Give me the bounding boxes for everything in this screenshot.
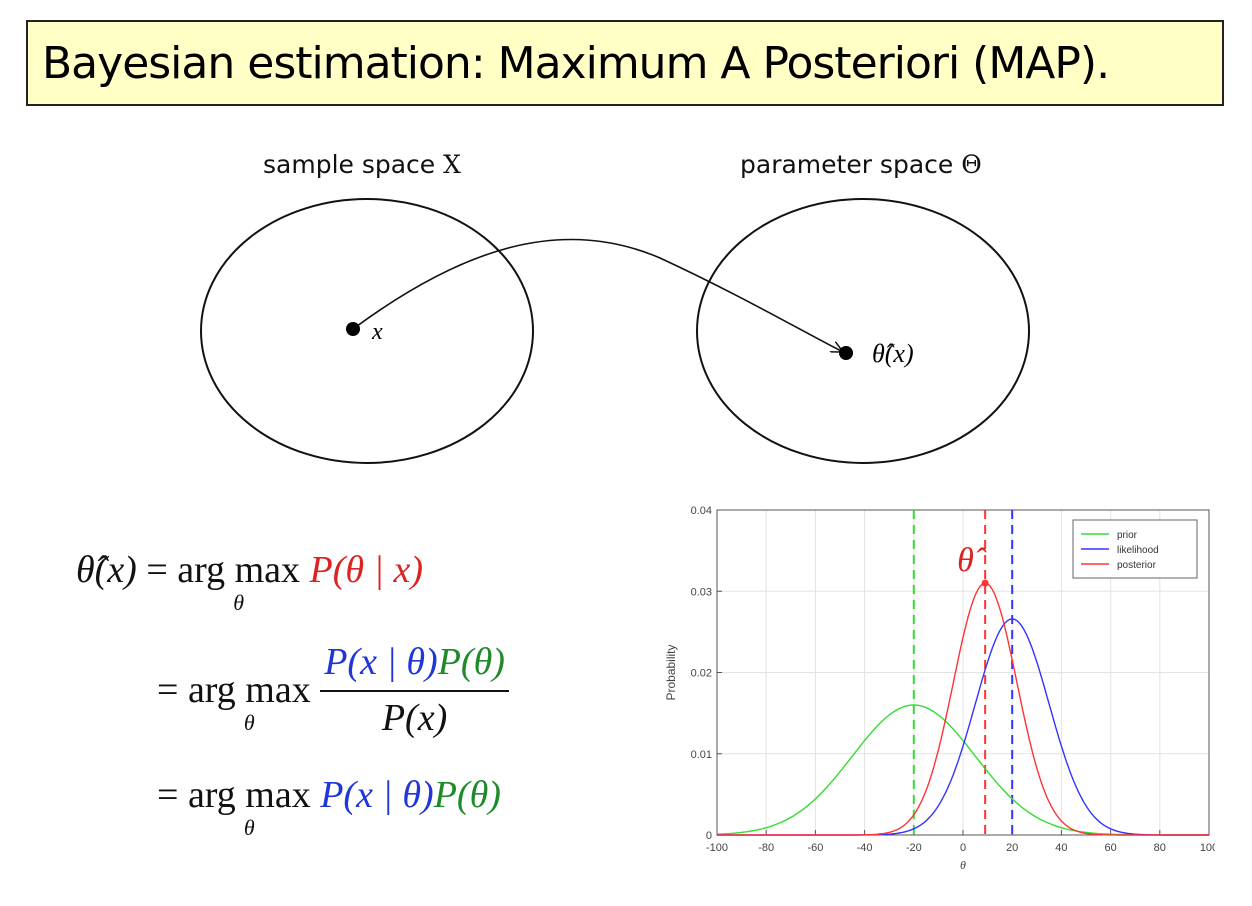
posterior-term: P(θ | x): [309, 549, 424, 591]
slide-title: Bayesian estimation: Maximum A Posterior…: [42, 37, 1110, 89]
likelihood-term-2: P(x | θ): [324, 641, 438, 683]
equation-line-3: = arg max θ P(x | θ)P(θ): [157, 773, 501, 840]
evidence-term: P(x): [381, 697, 448, 739]
fraction-denominator: P(x): [320, 692, 509, 740]
likelihood-term-3: P(x | θ): [320, 774, 434, 816]
legend-label-prior: prior: [1117, 530, 1138, 541]
y-tick-label: 0.01: [691, 749, 712, 761]
x-tick-label: -80: [758, 842, 774, 854]
sample-space-symbol: X: [443, 150, 461, 179]
sample-space-ellipse: [200, 198, 534, 464]
argmax-text-2: arg max: [187, 669, 311, 711]
parameter-space-ellipse: [696, 198, 1030, 464]
y-tick-label: 0.04: [691, 505, 712, 517]
x-tick-label: 40: [1055, 842, 1067, 854]
mapping-arrow: [352, 238, 843, 352]
x-tick-label: 60: [1104, 842, 1116, 854]
argmax-sub-1: θ: [233, 590, 245, 615]
estimate-point-label: θ̂(x): [872, 339, 914, 368]
x-tick-label: -40: [857, 842, 873, 854]
parameter-space-label: parameter space Θ: [740, 150, 982, 179]
x-tick-label: 20: [1006, 842, 1018, 854]
equals-sign-1: =: [146, 549, 168, 591]
sample-space-text: sample space: [263, 150, 444, 179]
x-tick-label: -60: [807, 842, 823, 854]
x-tick-label: -20: [906, 842, 922, 854]
y-tick-label: 0.03: [691, 586, 712, 598]
argmax-sub-3: θ: [243, 815, 255, 840]
sample-point-label: x: [371, 319, 383, 345]
x-tick-label: 80: [1154, 842, 1166, 854]
x-tick-label: 100: [1200, 842, 1215, 854]
equation-line-1: θ̂(x) = arg max θ P(θ | x): [76, 548, 424, 615]
distribution-chart: -100 -80 -60 -40 -20 0 20 40 60 80 100 0 0.01 0.02 0.0…: [664, 505, 1215, 872]
prior-term-3: P(θ): [433, 774, 501, 816]
equals-sign-3: =: [157, 774, 179, 816]
equals-sign-2: =: [157, 669, 179, 711]
equation-line-2: = arg max θ P(x | θ)P(θ) P(x): [157, 640, 509, 740]
parameter-space-text: parameter space: [740, 150, 962, 179]
map-point: [981, 579, 989, 587]
y-tick-label: 0: [706, 830, 712, 842]
sample-point: [346, 322, 360, 336]
legend-label-likelihood: likelihood: [1117, 545, 1159, 556]
argmax-text-3: arg max: [187, 774, 311, 816]
sample-space-label: sample space X: [263, 150, 461, 179]
argmax-sub-2: θ: [243, 710, 255, 735]
series-posterior: [717, 582, 1209, 836]
theta-hat-lhs: θ̂(x): [76, 549, 137, 591]
x-axis-label: θ: [960, 858, 966, 872]
argmax-3: arg max θ: [187, 773, 311, 840]
x-tick-label: -100: [706, 842, 728, 854]
bayes-fraction: P(x | θ)P(θ) P(x): [320, 640, 509, 740]
argmax-1: arg max θ: [177, 548, 301, 615]
prior-term-2: P(θ): [437, 641, 505, 683]
parameter-space-symbol: Θ: [961, 150, 982, 179]
y-axis-label: Probability: [664, 644, 678, 700]
x-tick-label: 0: [960, 842, 966, 854]
argmax-text-1: arg max: [177, 549, 301, 591]
title-box: Bayesian estimation: Maximum A Posterior…: [26, 20, 1224, 106]
fraction-numerator: P(x | θ)P(θ): [320, 640, 509, 692]
y-tick-label: 0.02: [691, 668, 712, 680]
legend-label-posterior: posterior: [1117, 560, 1157, 571]
argmax-2: arg max θ: [187, 668, 311, 735]
estimate-point: [839, 346, 853, 360]
